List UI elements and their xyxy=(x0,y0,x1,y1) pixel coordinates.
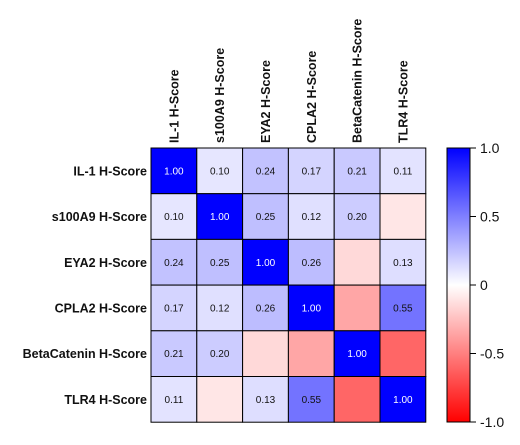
heatmap-cell xyxy=(287,376,335,423)
heatmap-cell xyxy=(287,330,335,377)
heatmap-cell xyxy=(196,193,244,240)
column-labels: IL-1 H-Score s100A9 H-Score EYA2 H-Score CP… xyxy=(167,19,410,143)
heatmap-cell xyxy=(242,284,289,332)
column-label: BetaCatenin H-Score xyxy=(351,19,365,143)
row-labels: IL-1 H-Score s100A9 H-Score EYA2 H-Score CP… xyxy=(23,164,147,407)
cell-value-label: 0.24 xyxy=(256,166,276,177)
heatmap-cell xyxy=(196,284,244,332)
heatmap-cell xyxy=(333,376,381,423)
heatmap-cells: 1.00 0.10 0.24 0.17 0.21 0.11 0.10 1.00 0.25 0.12… xyxy=(150,147,427,423)
cell-value-label: 0.21 xyxy=(164,349,184,360)
colorbar-tick-label: -0.5 xyxy=(480,346,504,362)
heatmap-cell xyxy=(196,376,244,423)
column-label: IL-1 H-Score xyxy=(167,69,181,143)
heatmap-cell xyxy=(379,330,427,377)
row-label: s100A9 H-Score xyxy=(52,210,147,224)
heatmap-cell xyxy=(379,284,427,332)
cell-value-label: 0.55 xyxy=(393,303,413,314)
colorbar-tick-label: 1.0 xyxy=(480,140,500,156)
cell-value-label: 0.11 xyxy=(394,166,413,177)
cell-value-label: 0.12 xyxy=(210,303,230,314)
heatmap-cell xyxy=(287,284,335,332)
cell-value-label: 0.10 xyxy=(164,212,184,223)
cell-value-label: 0.26 xyxy=(256,303,276,314)
column-label: EYA2 H-Score xyxy=(259,60,273,143)
colorbar-tick-label: -1.0 xyxy=(480,414,504,430)
cell-value-label: 0.25 xyxy=(256,212,276,223)
heatmap-cell xyxy=(379,193,427,240)
column-label: s100A9 H-Score xyxy=(213,48,227,143)
colorbar: 1.0 0.5 0 -0.5 -1.0 xyxy=(446,140,504,430)
heatmap-cell xyxy=(196,147,244,195)
cell-value-label: 0.25 xyxy=(210,258,230,269)
heatmap-cell xyxy=(379,147,427,195)
cell-value-label: 1.00 xyxy=(210,212,230,223)
heatmap-cell xyxy=(333,284,381,332)
heatmap-cell xyxy=(379,238,427,286)
colorbar-tick-label: 0.5 xyxy=(480,209,500,225)
heatmap-cell xyxy=(242,330,289,377)
cell-value-label: 0.13 xyxy=(256,395,276,406)
cell-value-label: 0.20 xyxy=(347,212,367,223)
row-label: BetaCatenin H-Score xyxy=(23,347,147,361)
cell-value-label: 0.26 xyxy=(302,258,322,269)
cell-value-label: 0.55 xyxy=(302,395,322,406)
heatmap-cell xyxy=(150,330,198,377)
column-label: TLR4 H-Score xyxy=(396,60,410,143)
cell-value-label: 0.12 xyxy=(302,212,322,223)
row-label: TLR4 H-Score xyxy=(64,393,147,407)
cell-value-label: 0.21 xyxy=(347,166,367,177)
row-label: EYA2 H-Score xyxy=(64,256,147,270)
colorbar-gradient xyxy=(446,147,471,423)
cell-value-label: 1.00 xyxy=(164,166,184,177)
heatmap-cell xyxy=(379,376,427,423)
heatmap-cell xyxy=(150,147,198,195)
row-label: CPLA2 H-Score xyxy=(55,301,147,315)
row-label: IL-1 H-Score xyxy=(73,164,147,178)
heatmap-cell xyxy=(150,376,198,423)
cell-value-label: 1.00 xyxy=(347,349,367,360)
cell-value-label: 1.00 xyxy=(302,303,322,314)
colorbar-ticks: 1.0 0.5 0 -0.5 -1.0 xyxy=(470,140,504,430)
heatmap-cell xyxy=(333,238,381,286)
cell-value-label: 0.13 xyxy=(393,258,413,269)
colorbar-tick-label: 0 xyxy=(480,277,488,293)
column-label: CPLA2 H-Score xyxy=(305,51,319,143)
cell-value-label: 0.10 xyxy=(210,166,230,177)
heatmap-cell xyxy=(242,238,289,286)
cell-value-label: 0.24 xyxy=(164,258,184,269)
heatmap-cell xyxy=(150,238,198,286)
cell-value-label: 1.00 xyxy=(393,395,413,406)
cell-value-label: 0.17 xyxy=(302,166,322,177)
cell-value-label: 0.20 xyxy=(210,349,230,360)
heatmap-cell xyxy=(150,284,198,332)
cell-value-label: 1.00 xyxy=(256,258,276,269)
heatmap-cell xyxy=(287,193,335,240)
heatmap-cell xyxy=(196,330,244,377)
cell-value-label: 0.17 xyxy=(164,303,184,314)
cell-value-label: 0.11 xyxy=(165,395,184,406)
